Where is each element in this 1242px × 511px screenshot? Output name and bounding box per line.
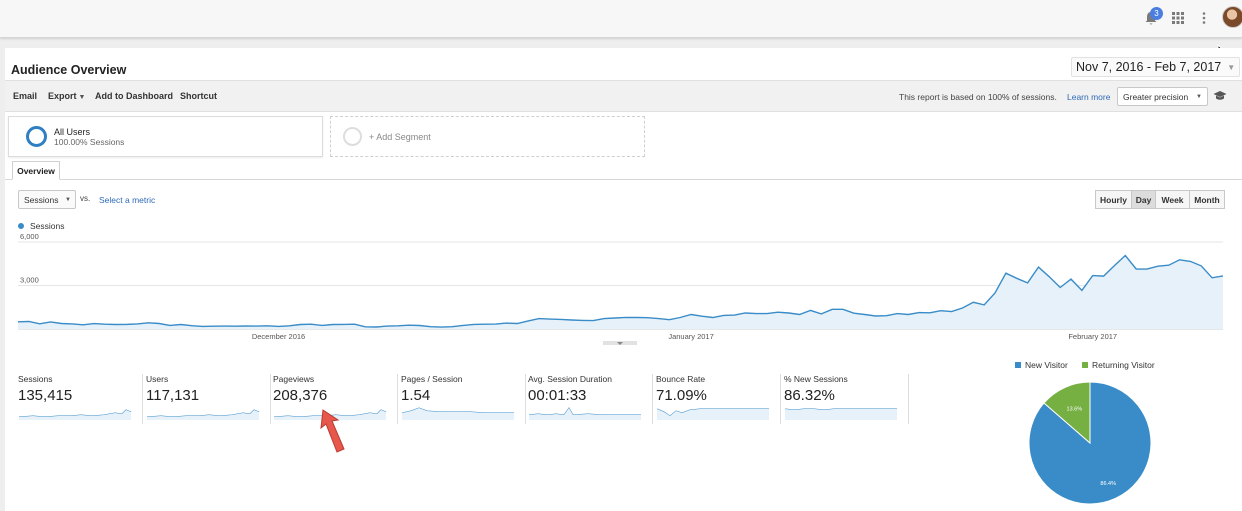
- legend-swatch-returning: [1082, 362, 1088, 368]
- granularity-week[interactable]: Week: [1155, 190, 1190, 209]
- metric-avg-session-duration: Avg. Session Duration 00:01:33: [528, 374, 648, 424]
- segment-name: All Users: [54, 127, 91, 137]
- date-range-label: Nov 7, 2016 - Feb 7, 2017: [1076, 60, 1222, 74]
- sparkline: [146, 409, 260, 420]
- metric-label: Sessions: [18, 374, 53, 384]
- segment-ring-icon: [26, 126, 47, 147]
- metric-value: 86.32%: [784, 387, 835, 404]
- sparkline: [401, 407, 514, 420]
- precision-label: Greater precision: [1123, 91, 1189, 102]
- tab-overview[interactable]: Overview: [12, 161, 60, 180]
- sparkline: [273, 409, 387, 420]
- tabs-divider: [5, 179, 1242, 180]
- legend-label-new: New Visitor: [1025, 360, 1068, 370]
- granularity-hourly[interactable]: Hourly: [1095, 190, 1132, 209]
- visitor-pie-chart: 86.4% 13.6%: [1028, 381, 1152, 505]
- chevron-down-icon: ▼: [65, 196, 71, 203]
- metric-divider: [397, 374, 398, 424]
- add-to-dashboard-button[interactable]: Add to Dashboard: [95, 91, 173, 101]
- chevron-down-icon: ▼: [1196, 93, 1202, 100]
- chevron-down-icon: [617, 342, 623, 345]
- graduation-cap-icon[interactable]: [1213, 90, 1227, 102]
- legend-new-visitor: New Visitor: [1015, 360, 1068, 370]
- add-segment-button[interactable]: + Add Segment: [330, 116, 645, 157]
- metric-divider: [652, 374, 653, 424]
- export-button[interactable]: Export ▼: [48, 91, 85, 101]
- metric-select-label: Sessions: [24, 194, 59, 205]
- red-arrow-annotation: [320, 409, 345, 453]
- precision-select[interactable]: Greater precision ▼: [1117, 87, 1208, 106]
- metric-pageviews: Pageviews 208,376: [273, 374, 393, 424]
- x-tick-label: December 2016: [252, 332, 305, 341]
- page-title: Audience Overview: [11, 63, 127, 77]
- metric-label: % New Sessions: [784, 374, 848, 384]
- sessions-line: [17, 254, 1224, 328]
- avatar[interactable]: [1222, 6, 1242, 28]
- y-tick-label: 3,000: [20, 276, 39, 285]
- pie-data-label: 86.4%: [1100, 481, 1116, 487]
- metric-value: 00:01:33: [528, 387, 587, 404]
- metric-label: Users: [146, 374, 169, 384]
- shortcut-button[interactable]: Shortcut: [180, 91, 217, 101]
- date-range-picker[interactable]: Nov 7, 2016 - Feb 7, 2017 ▼: [1071, 57, 1241, 77]
- report-card: Audience Overview Nov 7, 2016 - Feb 7, 2…: [5, 48, 1242, 511]
- metric-divider: [270, 374, 271, 424]
- y-tick-label: 6,000: [20, 232, 39, 241]
- sparkline: [784, 408, 897, 420]
- metric-value: 71.09%: [656, 387, 707, 404]
- select-metric-link[interactable]: Select a metric: [99, 195, 156, 205]
- sessions-chart: 6,000 3,000 December 2016 January 2017 Febru…: [17, 232, 1224, 345]
- vs-label: vs.: [80, 194, 91, 203]
- sparkline: [528, 407, 641, 420]
- metric-value: 135,415: [18, 387, 73, 404]
- granularity-month[interactable]: Month: [1189, 190, 1225, 209]
- sparkline: [656, 408, 769, 420]
- metric-bounce-rate: Bounce Rate 71.09%: [656, 374, 776, 424]
- chevron-down-icon: ▼: [1227, 62, 1236, 72]
- learn-more-link[interactable]: Learn more: [1067, 92, 1111, 102]
- legend-label-sessions: Sessions: [30, 221, 65, 231]
- legend-dot-sessions: [18, 223, 24, 229]
- metric-label: Pages / Session: [401, 374, 463, 384]
- chevron-down-icon: ▼: [78, 94, 86, 101]
- metric-divider: [908, 374, 909, 424]
- metric-divider: [780, 374, 781, 424]
- sampling-note: This report is based on 100% of sessions…: [899, 92, 1057, 102]
- top-bar: 3: [0, 0, 1242, 38]
- email-button[interactable]: Email: [13, 91, 38, 101]
- pie-slice-returning-visitor: [1043, 381, 1091, 445]
- sparkline: [18, 409, 132, 420]
- apps-grid-icon[interactable]: [1168, 8, 1188, 28]
- metric-users: Users 117,131: [146, 374, 266, 424]
- metric-pages-per-session: Pages / Session 1.54: [401, 374, 521, 424]
- sessions-area: [18, 255, 1223, 329]
- x-tick-label: February 2017: [1068, 332, 1117, 341]
- legend-returning-visitor: Returning Visitor: [1082, 360, 1155, 370]
- chart-legend: Sessions: [18, 221, 65, 231]
- notification-badge: 3: [1150, 7, 1163, 20]
- report-toolbar: Email Export ▼ Add to Dashboard Shortcut …: [5, 80, 1242, 112]
- metric-new-sessions: % New Sessions 86.32%: [784, 374, 904, 424]
- granularity-day[interactable]: Day: [1131, 190, 1156, 209]
- pie-data-label: 13.6%: [1067, 407, 1083, 413]
- metric-divider: [525, 374, 526, 424]
- legend-label-returning: Returning Visitor: [1092, 360, 1155, 370]
- metric-divider: [142, 374, 143, 424]
- metric-select[interactable]: Sessions ▼: [18, 190, 76, 209]
- metric-value: 1.54: [401, 387, 431, 404]
- segment-sessions: 100.00% Sessions: [54, 137, 125, 147]
- segment-all-users[interactable]: All Users 100.00% Sessions: [8, 116, 323, 157]
- legend-swatch-new: [1015, 362, 1021, 368]
- x-tick-label: January 2017: [668, 332, 713, 341]
- empty-segment-ring-icon: [343, 127, 362, 146]
- metric-label: Avg. Session Duration: [528, 374, 612, 384]
- metric-label: Pageviews: [273, 374, 315, 384]
- export-label: Export: [48, 91, 77, 101]
- metric-value: 117,131: [146, 387, 200, 404]
- metric-label: Bounce Rate: [656, 374, 706, 384]
- metric-value: 208,376: [273, 387, 328, 404]
- add-segment-label: + Add Segment: [369, 132, 431, 142]
- metric-sessions: Sessions 135,415: [18, 374, 138, 424]
- more-vert-icon[interactable]: [1194, 8, 1214, 28]
